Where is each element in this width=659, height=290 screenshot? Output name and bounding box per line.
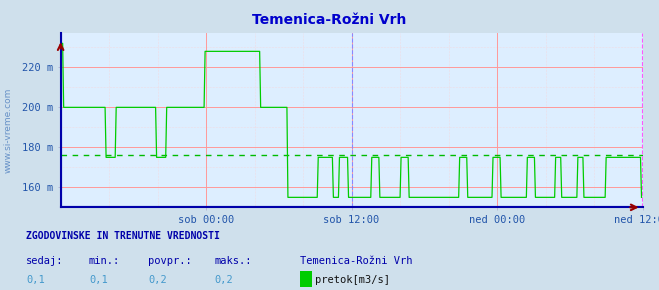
Text: 0,1: 0,1 [89,275,107,285]
Text: www.si-vreme.com: www.si-vreme.com [3,88,13,173]
Text: ZGODOVINSKE IN TRENUTNE VREDNOSTI: ZGODOVINSKE IN TRENUTNE VREDNOSTI [26,231,220,241]
Text: Temenica-Rožni Vrh: Temenica-Rožni Vrh [252,13,407,27]
Text: min.:: min.: [89,256,120,266]
Text: 0,2: 0,2 [148,275,167,285]
Text: povpr.:: povpr.: [148,256,192,266]
Text: 0,1: 0,1 [26,275,45,285]
Text: Temenica-Rožni Vrh: Temenica-Rožni Vrh [300,256,413,266]
Text: maks.:: maks.: [214,256,252,266]
Text: pretok[m3/s]: pretok[m3/s] [315,275,390,285]
Text: 0,2: 0,2 [214,275,233,285]
Text: sedaj:: sedaj: [26,256,64,266]
